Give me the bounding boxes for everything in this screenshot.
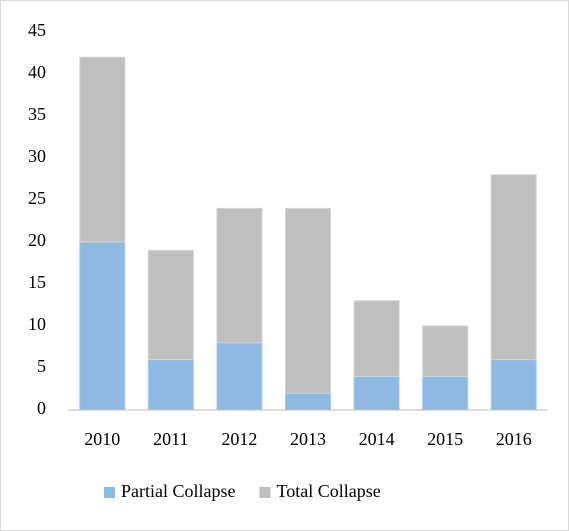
x-tick-label: 2014 xyxy=(359,429,395,449)
bar xyxy=(216,207,263,344)
bar xyxy=(285,207,331,394)
y-tick-label: 40 xyxy=(28,62,46,82)
bar xyxy=(422,375,469,411)
bar xyxy=(490,359,537,411)
bar xyxy=(79,241,126,411)
legend-label: Partial Collapse xyxy=(121,481,235,501)
bar xyxy=(79,56,126,243)
y-tick-label: 35 xyxy=(28,104,46,124)
bar xyxy=(490,174,537,361)
x-tick-label: 2011 xyxy=(153,429,188,449)
y-tick-label: 15 xyxy=(28,272,46,292)
legend-label: Total Collapse xyxy=(276,481,380,501)
y-tick-label: 25 xyxy=(28,188,46,208)
bar xyxy=(216,342,263,411)
x-tick-label: 2012 xyxy=(221,429,257,449)
bar xyxy=(147,359,194,411)
bar xyxy=(353,300,400,377)
bar xyxy=(353,375,400,411)
x-tick-label: 2015 xyxy=(427,429,463,449)
bar xyxy=(147,249,194,361)
legend-swatch xyxy=(259,487,271,498)
legend-swatch xyxy=(104,487,115,498)
y-tick-label: 45 xyxy=(28,20,46,40)
y-tick-label: 0 xyxy=(37,398,46,418)
y-tick-label: 30 xyxy=(28,146,46,166)
x-tick-label: 2016 xyxy=(496,429,532,449)
y-tick-label: 10 xyxy=(28,314,46,334)
y-tick-label: 20 xyxy=(28,230,46,250)
bar xyxy=(422,325,469,377)
y-tick-label: 5 xyxy=(37,356,46,376)
x-tick-label: 2013 xyxy=(290,429,326,449)
x-tick-label: 2010 xyxy=(84,429,120,449)
bar xyxy=(285,392,331,411)
